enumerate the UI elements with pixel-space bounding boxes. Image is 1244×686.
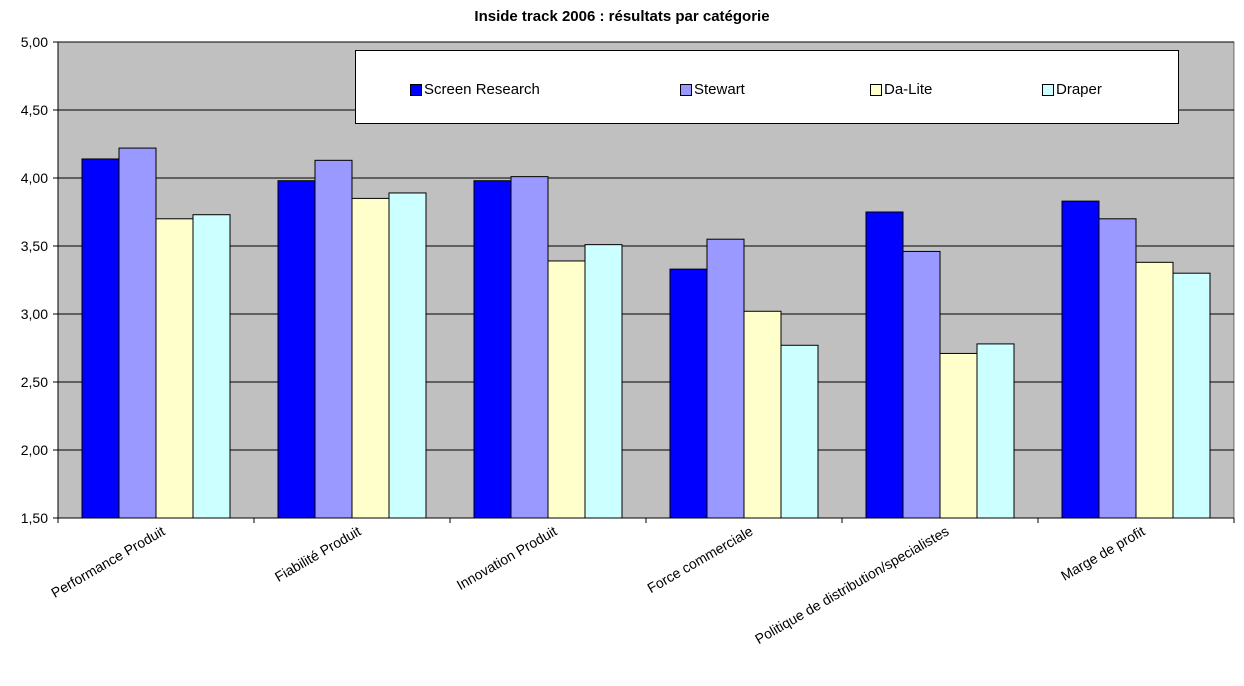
legend: Screen Research Stewart Da-Lite Draper — [355, 50, 1179, 124]
legend-label: Draper — [1056, 81, 1102, 98]
bar — [192, 214, 231, 519]
bar — [865, 211, 904, 519]
bar — [1061, 200, 1100, 519]
x-tick-label: Innovation Produit — [454, 523, 560, 593]
y-tick-label: 1,50 — [21, 510, 48, 526]
legend-item-screen-research: Screen Research — [410, 81, 540, 98]
bar — [118, 147, 157, 519]
bar — [473, 180, 512, 519]
legend-swatch — [410, 83, 422, 96]
bar — [155, 218, 194, 519]
legend-swatch — [680, 83, 692, 96]
bar — [669, 268, 708, 519]
bar — [547, 260, 586, 519]
y-tick-label: 2,50 — [21, 374, 48, 390]
legend-item-da-lite: Da-Lite — [870, 81, 932, 98]
y-tick-label: 4,50 — [21, 102, 48, 118]
bar — [939, 352, 978, 519]
x-tick-label: Force commerciale — [644, 523, 755, 596]
legend-label: Da-Lite — [884, 81, 933, 98]
y-tick-label: 3,00 — [21, 306, 48, 322]
x-tick-label: Politique de distribution/specialistes — [752, 523, 951, 647]
bar — [1172, 272, 1211, 519]
bar — [81, 158, 120, 519]
bar — [1135, 261, 1174, 519]
bar — [314, 159, 353, 519]
bar — [902, 250, 941, 519]
chart-title: Inside track 2006 : résultats par catégo… — [474, 8, 770, 25]
bar — [780, 344, 819, 519]
x-tick-label: Performance Produit — [48, 523, 167, 601]
bar — [510, 176, 549, 519]
bar — [706, 238, 745, 519]
legend-item-draper: Draper — [1042, 81, 1102, 98]
x-tick-label: Marge de profit — [1058, 523, 1148, 584]
legend-label: Screen Research — [424, 81, 540, 98]
legend-label: Stewart — [694, 81, 745, 98]
y-tick-label: 3,50 — [21, 238, 48, 254]
legend-swatch — [1042, 83, 1054, 96]
legend-item-stewart: Stewart — [680, 81, 745, 98]
bar — [388, 192, 427, 519]
bar — [1098, 218, 1137, 519]
bar — [743, 310, 782, 519]
bar — [277, 180, 316, 519]
bar — [351, 197, 390, 519]
y-tick-label: 5,00 — [21, 34, 48, 50]
bar — [976, 343, 1015, 519]
bar — [584, 244, 623, 519]
y-tick-label: 2,00 — [21, 442, 48, 458]
x-tick-label: Fiabilité Produit — [272, 523, 364, 585]
y-tick-label: 4,00 — [21, 170, 48, 186]
legend-swatch — [870, 83, 882, 96]
